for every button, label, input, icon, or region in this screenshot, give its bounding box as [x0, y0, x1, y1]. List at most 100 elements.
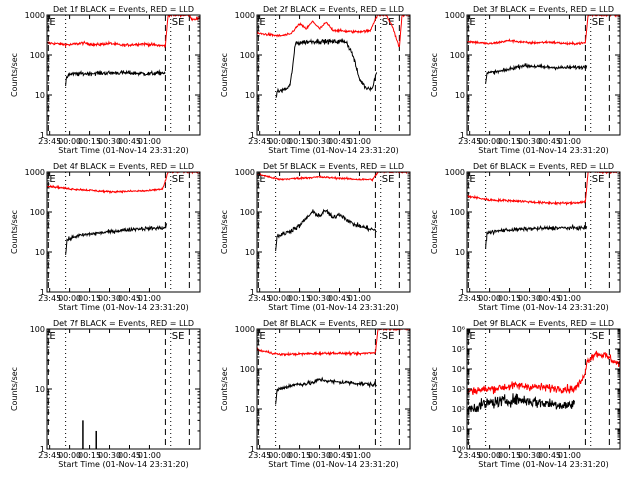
plot-frame [46, 14, 201, 136]
series-group [82, 420, 97, 449]
marker-label: SE [592, 174, 605, 185]
plot-frame [466, 328, 621, 450]
y-tick-label: 10¹ [452, 425, 465, 434]
x-axis-label: Start Time (01-Nov-14 23:31:20) [268, 146, 398, 155]
y-tick-label: 100 [450, 51, 465, 60]
x-axis-label: Start Time (01-Nov-14 23:31:20) [478, 460, 608, 469]
panel-title: Det 7f BLACK = Events, RED = LLD [53, 319, 194, 328]
y-tick-label: 10⁰ [452, 445, 465, 454]
series-line-2 [275, 37, 378, 98]
plot-frame [46, 171, 201, 293]
y-tick-label: 10⁴ [452, 365, 465, 374]
panel-title: Det 3f BLACK = Events, RED = LLD [473, 5, 614, 14]
y-tick-label: 10 [35, 248, 45, 257]
marker-label: E [49, 174, 55, 185]
y-axis-label: Counts/sec [220, 210, 229, 254]
x-axis-label: Start Time (01-Nov-14 23:31:20) [268, 460, 398, 469]
panel-3: Det 3f BLACK = Events, RED = LLD E SE 1 10 10… [430, 5, 621, 155]
series-line-2 [485, 62, 588, 84]
plot-frame [256, 14, 411, 136]
y-tick-label: 1 [250, 288, 255, 297]
series-line-1 [47, 172, 200, 195]
x-axis-label: Start Time (01-Nov-14 23:31:20) [58, 460, 188, 469]
y-tick-label: 100 [30, 51, 45, 60]
y-tick-label: 1000 [25, 168, 45, 177]
marker-label: E [259, 331, 265, 342]
panel-title: Det 8f BLACK = Events, RED = LLD [263, 319, 404, 328]
x-tick-label: 23:45 [38, 294, 61, 303]
x-tick-label: 00:45 [328, 451, 351, 460]
marker-label: SE [172, 331, 185, 342]
x-tick-label: 23:45 [38, 451, 61, 460]
series-line-2 [275, 208, 377, 252]
y-tick-label: 10 [455, 91, 465, 100]
y-tick-label: 1000 [25, 11, 45, 20]
x-tick-label: 00:30 [518, 451, 541, 460]
plot-frame [466, 171, 621, 293]
plot-frame [466, 14, 621, 136]
x-tick-label: 00:45 [328, 137, 351, 146]
y-tick-label: 100 [240, 51, 255, 60]
x-tick-label: 23:45 [458, 137, 481, 146]
y-tick-label: 10 [245, 248, 255, 257]
x-tick-label: 00:15 [288, 451, 311, 460]
panel-6: Det 6f BLACK = Events, RED = LLD E SE 1 10 10… [430, 162, 621, 312]
y-tick-label: 10 [35, 385, 45, 394]
panel-8: Det 8f BLACK = Events, RED = LLD E SE 1 10 10… [220, 319, 411, 469]
series-line-1 [467, 393, 575, 413]
y-tick-label: 1000 [445, 11, 465, 20]
x-tick-label: 23:45 [38, 137, 61, 146]
x-tick-label: 00:15 [498, 294, 521, 303]
y-tick-label: 100 [240, 208, 255, 217]
x-tick-label: 00:15 [78, 294, 101, 303]
x-tick-label: 00:00 [478, 451, 501, 460]
y-tick-label: 100 [30, 208, 45, 217]
x-tick-label: 01:00 [348, 451, 371, 460]
y-axis-label: Counts/sec [220, 367, 229, 411]
y-tick-label: 1 [250, 131, 255, 140]
y-tick-label: 1 [460, 288, 465, 297]
marker-label: E [469, 17, 475, 28]
x-tick-label: 00:15 [498, 137, 521, 146]
x-tick-label: 01:00 [348, 294, 371, 303]
marker-label: E [49, 17, 55, 28]
y-axis-label: Counts/sec [10, 210, 19, 254]
series-group [467, 15, 620, 84]
y-axis-label: Counts/sec [430, 210, 439, 254]
x-tick-label: 00:30 [98, 137, 121, 146]
x-tick-label: 00:00 [58, 451, 81, 460]
x-tick-label: 01:00 [558, 294, 581, 303]
marker-label: SE [592, 17, 605, 28]
y-tick-label: 100 [450, 208, 465, 217]
panel-title: Det 1f BLACK = Events, RED = LLD [53, 5, 194, 14]
panel-2: Det 2f BLACK = Events, RED = LLD E SE 1 10 10… [220, 5, 411, 155]
y-axis-label: Counts/sec [220, 53, 229, 97]
y-tick-label: 10² [452, 405, 465, 414]
y-tick-label: 10 [245, 91, 255, 100]
marker-label: E [259, 17, 265, 28]
x-tick-label: 01:00 [138, 451, 161, 460]
y-tick-label: 1000 [235, 325, 255, 334]
series-line-2 [467, 350, 620, 396]
panel-4: Det 4f BLACK = Events, RED = LLD E SE 1 10 10… [10, 162, 201, 312]
y-tick-label: 10⁶ [452, 325, 465, 334]
series-line-1 [257, 15, 410, 48]
x-tick-label: 23:45 [248, 137, 271, 146]
y-axis-label: Counts/sec [10, 53, 19, 97]
x-tick-label: 00:30 [98, 451, 121, 460]
y-tick-label: 1000 [235, 11, 255, 20]
series-group [467, 350, 620, 413]
x-tick-label: 00:15 [78, 451, 101, 460]
y-tick-label: 1 [460, 131, 465, 140]
marker-label: SE [592, 331, 605, 342]
panel-title: Det 9f BLACK = Events, RED = LLD [473, 319, 614, 328]
x-tick-label: 00:30 [518, 137, 541, 146]
x-tick-label: 00:45 [538, 451, 561, 460]
y-tick-label: 100 [240, 365, 255, 374]
panel-9: Det 9f BLACK = Events, RED = LLD E SE 10⁰ 10… [430, 319, 621, 469]
series-line-2 [65, 69, 166, 87]
marker-label: SE [382, 331, 395, 342]
x-tick-label: 23:45 [248, 294, 271, 303]
x-tick-label: 00:15 [498, 451, 521, 460]
x-tick-label: 00:00 [268, 451, 291, 460]
